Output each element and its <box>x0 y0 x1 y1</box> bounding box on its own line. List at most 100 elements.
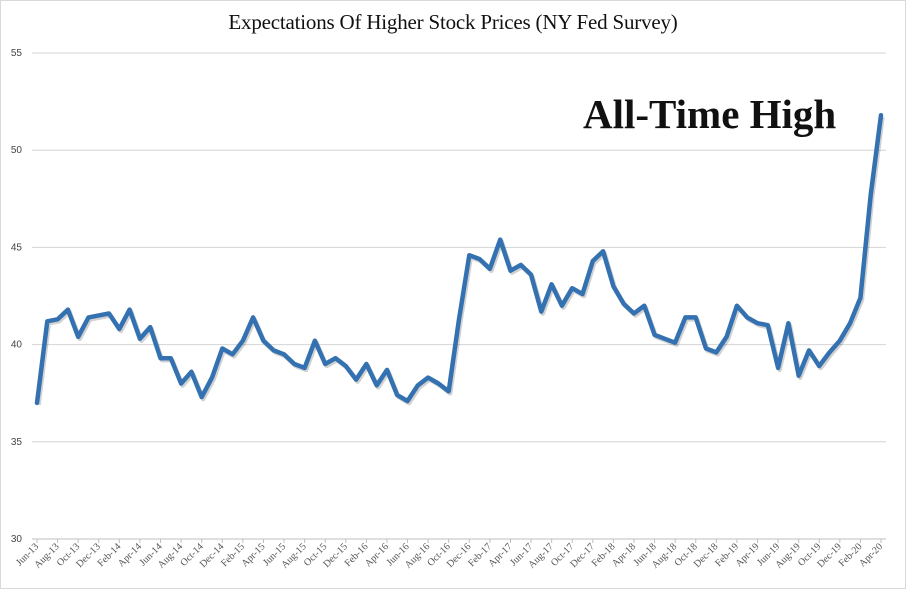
data-point <box>426 376 430 380</box>
data-point <box>622 302 626 306</box>
y-tick-label: 55 <box>11 48 23 59</box>
data-point <box>97 313 101 317</box>
data-point <box>241 339 245 343</box>
chart-title: Expectations Of Higher Stock Prices (NY … <box>228 10 678 34</box>
data-point <box>303 366 307 370</box>
data-point <box>272 348 276 352</box>
data-point <box>354 378 358 382</box>
data-point <box>642 304 646 308</box>
data-point <box>117 327 121 331</box>
data-point <box>210 376 214 380</box>
data-point <box>797 374 801 378</box>
data-point <box>436 381 440 385</box>
data-point <box>457 317 461 321</box>
data-point <box>467 253 471 257</box>
y-tick-label: 35 <box>11 437 23 448</box>
data-point <box>735 304 739 308</box>
data-point <box>385 368 389 372</box>
y-tick-label: 50 <box>11 145 23 156</box>
data-point <box>755 321 759 325</box>
series-layer <box>34 112 885 406</box>
data-point <box>632 311 636 315</box>
y-axis: 30 35 40 45 50 55 <box>11 48 23 545</box>
data-point <box>220 346 224 350</box>
data-point <box>673 341 677 345</box>
data-point <box>251 315 255 319</box>
data-point <box>591 259 595 263</box>
data-point <box>231 352 235 356</box>
data-point <box>663 337 667 341</box>
data-point <box>817 364 821 368</box>
data-point <box>406 399 410 403</box>
data-point <box>138 337 142 341</box>
all-time-high-annotation: All-Time High <box>583 91 837 137</box>
data-point <box>86 315 90 319</box>
data-point <box>45 319 49 323</box>
data-point <box>683 315 687 319</box>
data-point <box>66 308 70 312</box>
data-point <box>375 383 379 387</box>
y-tick-label: 40 <box>11 340 23 351</box>
data-point <box>611 284 615 288</box>
data-point <box>292 362 296 366</box>
data-point <box>869 193 873 197</box>
data-point <box>35 401 39 405</box>
data-point <box>76 335 80 339</box>
data-point <box>189 370 193 374</box>
data-point <box>725 335 729 339</box>
gridlines <box>32 52 886 540</box>
data-point <box>313 339 317 343</box>
x-tick-label: Apr-20 <box>857 541 885 569</box>
data-point <box>56 317 60 321</box>
x-tick-label: Apr-16 <box>363 541 391 569</box>
data-point <box>807 348 811 352</box>
data-point <box>395 393 399 397</box>
data-point <box>653 333 657 337</box>
data-point <box>714 350 718 354</box>
data-point <box>704 346 708 350</box>
data-point <box>200 395 204 399</box>
data-point <box>508 269 512 273</box>
data-point <box>581 292 585 296</box>
y-tick-label: 30 <box>11 534 23 545</box>
data-point <box>828 350 832 354</box>
data-point <box>159 356 163 360</box>
data-point <box>478 257 482 261</box>
x-axis: Jun-13Aug-13Oct-13Dec-13Feb-14Apr-14Jun-… <box>14 538 886 571</box>
data-point <box>323 362 327 366</box>
data-point <box>282 352 286 356</box>
data-point <box>858 296 862 300</box>
data-point <box>344 364 348 368</box>
data-point <box>550 282 554 286</box>
data-point <box>107 311 111 315</box>
data-point <box>169 356 173 360</box>
data-point <box>766 323 770 327</box>
data-point <box>498 238 502 242</box>
data-point <box>364 362 368 366</box>
x-tick-label: Apr-19 <box>734 541 762 569</box>
data-point <box>570 286 574 290</box>
data-point <box>838 339 842 343</box>
data-point <box>261 339 265 343</box>
data-point <box>776 366 780 370</box>
data-point <box>745 315 749 319</box>
data-point <box>519 263 523 267</box>
data-point <box>848 321 852 325</box>
data-point <box>539 310 543 314</box>
x-tick-label: Apr-14 <box>116 541 144 569</box>
series-line <box>34 112 884 406</box>
x-tick-label: Apr-18 <box>610 541 638 569</box>
data-point <box>879 113 883 117</box>
data-point <box>529 273 533 277</box>
data-point <box>601 249 605 253</box>
data-point <box>786 321 790 325</box>
data-point <box>179 381 183 385</box>
data-point <box>488 267 492 271</box>
data-point <box>333 356 337 360</box>
y-tick-label: 45 <box>11 242 23 253</box>
series-line-shadow <box>36 116 885 406</box>
data-point <box>148 325 152 329</box>
x-tick-label: Apr-15 <box>239 541 267 569</box>
